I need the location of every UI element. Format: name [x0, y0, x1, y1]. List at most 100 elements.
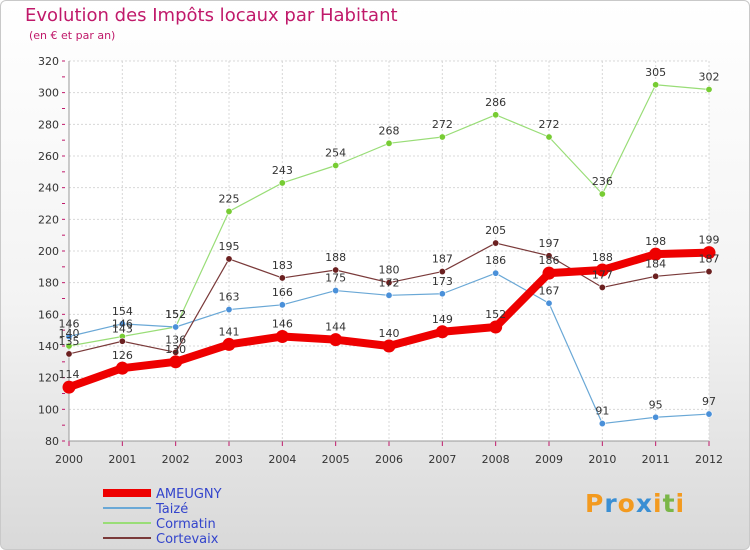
- data-point-cortevaix: [118, 337, 126, 345]
- logo-letter: i: [675, 489, 686, 518]
- x-tick-label: 2006: [375, 453, 403, 466]
- data-label-cortevaix: 187: [432, 253, 453, 266]
- x-tick-label: 2008: [482, 453, 510, 466]
- logo-letter: t: [662, 489, 676, 518]
- data-point-taiz-: [118, 320, 126, 328]
- data-label-ameugny: 146: [272, 318, 293, 331]
- x-tick-label: 2004: [268, 453, 296, 466]
- data-label-cormatin: 225: [219, 192, 240, 205]
- y-tick-label: 100: [38, 403, 59, 416]
- data-label-cormatin: 140: [59, 327, 80, 340]
- legend-label-ameugny: AMEUGNY: [156, 487, 222, 502]
- x-tick-label: 2012: [695, 453, 723, 466]
- legend-label-cormatin: Cormatin: [156, 517, 216, 532]
- data-label-cortevaix: 195: [219, 240, 240, 253]
- data-point-cortevaix: [652, 272, 660, 280]
- y-tick-label: 160: [38, 308, 59, 321]
- data-label-cormatin: 152: [165, 308, 186, 321]
- x-tick-label: 2003: [215, 453, 243, 466]
- data-label-cortevaix: 183: [272, 259, 293, 272]
- data-label-cortevaix: 205: [485, 224, 506, 237]
- data-point-ameugny: [595, 263, 609, 277]
- data-point-taiz-: [598, 420, 606, 428]
- data-label-cormatin: 268: [379, 124, 400, 137]
- data-label-cortevaix: 135: [59, 335, 80, 348]
- data-label-ameugny: 198: [645, 235, 666, 248]
- data-point-ameugny: [62, 380, 76, 394]
- data-point-cormatin: [438, 133, 446, 141]
- data-point-cortevaix: [332, 266, 340, 274]
- y-tick-label: 220: [38, 213, 59, 226]
- y-tick-label: 300: [38, 87, 59, 100]
- data-label-taiz-: 154: [112, 305, 133, 318]
- x-tick-label: 2010: [588, 453, 616, 466]
- data-point-cortevaix: [278, 274, 286, 282]
- legend-label-taiz-: Taizé: [155, 502, 188, 517]
- data-label-taiz-: 152: [165, 308, 186, 321]
- data-label-cortevaix: 187: [699, 253, 720, 266]
- data-label-taiz-: 167: [539, 284, 560, 297]
- data-label-cortevaix: 188: [325, 251, 346, 264]
- data-point-cormatin: [65, 342, 73, 350]
- y-tick-label: 260: [38, 150, 59, 163]
- data-label-cortevaix: 136: [165, 333, 186, 346]
- data-point-ameugny: [702, 246, 716, 260]
- data-point-cormatin: [385, 139, 393, 147]
- data-label-cortevaix: 177: [592, 268, 613, 281]
- data-point-taiz-: [705, 410, 713, 418]
- data-label-cormatin: 243: [272, 164, 293, 177]
- y-tick-label: 180: [38, 277, 59, 290]
- y-tick-label: 280: [38, 118, 59, 131]
- data-point-cormatin: [545, 133, 553, 141]
- logo-letter: P: [585, 489, 605, 518]
- data-point-ameugny: [275, 330, 289, 343]
- logo-letter: x: [635, 489, 653, 518]
- data-label-ameugny: 149: [432, 313, 453, 326]
- data-label-taiz-: 186: [485, 254, 506, 267]
- chart-title: Evolution des Impôts locaux par Habitant: [25, 5, 398, 26]
- data-point-cortevaix: [705, 268, 713, 276]
- data-point-ameugny: [649, 247, 663, 261]
- data-label-ameugny: 152: [485, 308, 506, 321]
- data-point-ameugny: [489, 320, 503, 334]
- data-point-ameugny: [169, 355, 183, 369]
- data-point-cortevaix: [545, 252, 553, 260]
- x-tick-label: 2001: [108, 453, 136, 466]
- data-label-ameugny: 140: [379, 327, 400, 340]
- data-label-cortevaix: 180: [379, 264, 400, 277]
- data-point-taiz-: [438, 290, 446, 298]
- data-label-ameugny: 199: [699, 234, 720, 247]
- logo-letter: i: [653, 489, 663, 518]
- data-label-cormatin: 254: [325, 147, 346, 160]
- data-label-cormatin: 146: [112, 318, 133, 331]
- series-lines: [62, 81, 716, 428]
- logo-letter: o: [617, 489, 636, 518]
- data-point-cormatin: [332, 162, 340, 170]
- y-tick-label: 200: [38, 245, 59, 258]
- x-tick-label: 2000: [55, 453, 83, 466]
- chart-subtitle: (en € et par an): [29, 29, 116, 42]
- data-label-taiz-: 166: [272, 286, 293, 299]
- data-point-cortevaix: [598, 283, 606, 291]
- proxiti-logo: Proxiti: [585, 489, 685, 518]
- data-label-taiz-: 95: [649, 398, 663, 411]
- data-point-cormatin: [598, 190, 606, 198]
- data-point-ameugny: [115, 361, 129, 375]
- data-point-cormatin: [652, 81, 660, 89]
- data-label-taiz-: 91: [595, 405, 609, 418]
- data-point-ameugny: [329, 333, 343, 347]
- data-label-ameugny: 141: [219, 325, 240, 338]
- data-label-cortevaix: 184: [645, 257, 666, 270]
- data-label-cormatin: 286: [485, 96, 506, 109]
- data-point-taiz-: [652, 413, 660, 421]
- data-point-ameugny: [382, 339, 396, 353]
- data-label-cormatin: 272: [432, 118, 453, 131]
- data-label-cortevaix: 143: [112, 322, 133, 335]
- x-tick-label: 2007: [428, 453, 456, 466]
- data-point-cortevaix: [385, 279, 393, 287]
- data-point-cormatin: [705, 86, 713, 94]
- logo-letter: r: [604, 489, 618, 518]
